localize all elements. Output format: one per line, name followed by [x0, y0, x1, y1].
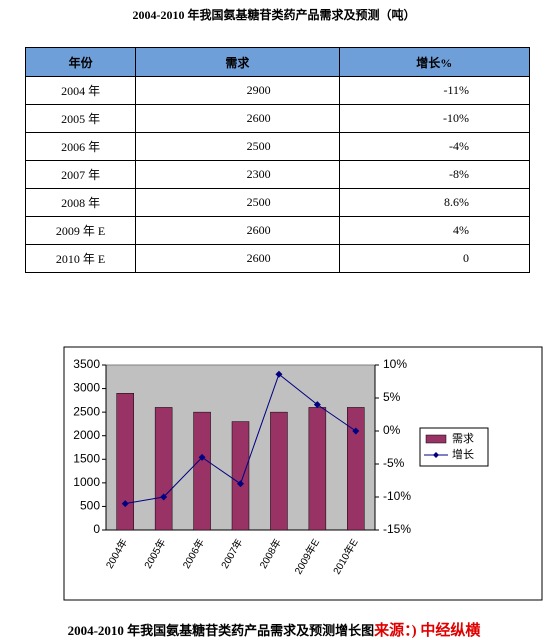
caption: 2004-2010 年我国氨基糖苷类药产品需求及预测增长图来源：) 中经纵横	[0, 619, 548, 640]
y2-tick-label: 10%	[383, 357, 407, 371]
legend-marker	[433, 452, 439, 458]
table-cell: 2010 年 E	[24, 244, 137, 273]
table-cell: -11%	[338, 76, 531, 105]
data-table: 年份 需求 增长% 2004 年 2900 -11% 2005 年 2600 -10% 2006 …	[24, 47, 531, 273]
point	[160, 493, 168, 501]
caption-text: 2004-2010 年我国氨基糖苷类药产品需求及预测增长图	[67, 623, 375, 638]
bar	[116, 393, 134, 531]
y-tick-label: 2000	[73, 428, 100, 442]
doc-title: 2004-2010 年我国氨基糖苷类药产品需求及预测（吨）	[132, 8, 416, 22]
table-cell: 2300	[135, 160, 340, 189]
y2-tick-label: -5%	[383, 456, 405, 470]
point	[121, 500, 129, 508]
header-cell: 需求	[135, 47, 340, 77]
table-row: 2006 年 2500 -4%	[24, 132, 531, 161]
table-cell: -4%	[338, 132, 531, 161]
table-cell: 2008 年	[24, 188, 137, 217]
point	[198, 453, 206, 461]
table-cell: 0	[338, 244, 531, 273]
y-tick-label: 3500	[73, 357, 100, 371]
table-cell: 2600	[135, 216, 340, 245]
table-row: 2008 年 2500 8.6%	[24, 188, 531, 217]
point	[313, 401, 321, 409]
y2-tick-label: -10%	[383, 489, 411, 503]
y-tick-label: 0	[93, 522, 100, 536]
y-tick-label: 1500	[73, 451, 100, 465]
bar	[270, 411, 288, 531]
table-cell: 2900	[135, 76, 340, 105]
legend-swatch	[425, 434, 447, 444]
y2-tick-label: 5%	[383, 390, 401, 404]
point	[352, 427, 360, 435]
y-tick-label: 500	[80, 499, 100, 513]
header-cell: 增长%	[338, 47, 531, 77]
table-cell: 2600	[135, 244, 340, 273]
bar	[231, 421, 250, 531]
legend-box	[419, 427, 489, 467]
table-row: 2004 年 2900 -11%	[24, 76, 531, 105]
legend-label: 增长	[452, 447, 474, 461]
bar	[193, 411, 211, 531]
bar	[308, 407, 327, 531]
table-cell: 2500	[135, 132, 340, 161]
point	[275, 370, 283, 378]
point	[237, 480, 244, 488]
y-tick-label: 2500	[73, 404, 100, 418]
y-tick-label: 3000	[73, 381, 100, 395]
legend-label: 需求	[452, 432, 474, 445]
source: 来源：) 中经纵横	[374, 623, 481, 639]
y2-tick-label: -15%	[383, 522, 411, 536]
table-cell: 2500	[135, 188, 340, 217]
bar	[347, 407, 365, 531]
table-row: 2005 年 2600 -10%	[24, 104, 531, 133]
table-row: 2010 年 E 2600 0	[24, 244, 531, 273]
y2-tick-label: 0%	[383, 423, 401, 437]
y-tick-label: 1000	[73, 475, 100, 489]
header-row: 年份 需求 增长%	[24, 47, 531, 77]
bar	[154, 407, 173, 531]
